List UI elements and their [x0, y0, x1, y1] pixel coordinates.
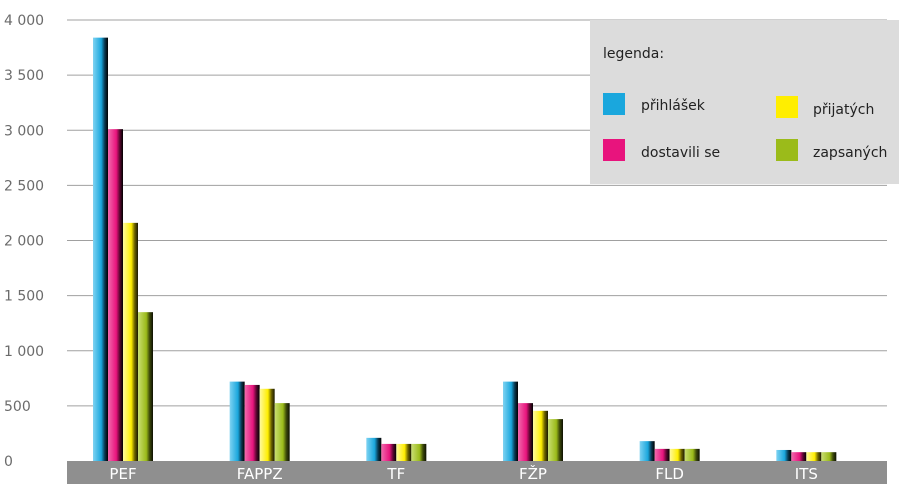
legend-swatch	[603, 139, 625, 161]
bar	[138, 312, 153, 461]
y-tick-label: 4 000	[4, 13, 44, 29]
y-axis-ticks: 0 500 1 000 1 500 2 000 2 500 3 000 3 500 4 000	[4, 13, 44, 470]
x-axis-ticks: PEF FAPPZ TF FŽP FLD ITS	[109, 464, 817, 483]
x-tick-label: FŽP	[519, 464, 547, 483]
bar	[93, 37, 108, 461]
legend: legenda: přihlášek dostavili se přijatých z…	[590, 20, 899, 184]
bar	[791, 452, 807, 461]
legend-title: legenda:	[603, 46, 664, 62]
legend-swatch	[776, 96, 798, 118]
legend-label: dostavili se	[641, 145, 720, 161]
bar	[396, 443, 412, 461]
y-tick-label: 2 000	[4, 234, 44, 250]
bar	[259, 388, 275, 461]
bar	[821, 452, 837, 461]
legend-label: zapsaných	[813, 145, 887, 161]
x-tick-label: ITS	[795, 465, 818, 483]
y-tick-label: 500	[4, 399, 31, 415]
bar	[123, 222, 138, 461]
legend-swatch	[776, 139, 798, 161]
bar	[654, 448, 670, 461]
legend-label: přijatých	[813, 102, 874, 118]
bar	[274, 403, 290, 461]
bars	[93, 37, 837, 461]
legend-background	[590, 20, 899, 184]
x-tick-label: TF	[386, 465, 405, 483]
y-tick-label: 2 500	[4, 178, 44, 194]
bar	[684, 448, 700, 461]
legend-swatch	[603, 93, 625, 115]
bar	[806, 452, 822, 461]
x-tick-label: FAPPZ	[237, 465, 283, 483]
x-tick-label: PEF	[109, 465, 136, 483]
bar	[503, 381, 518, 461]
y-tick-label: 3 500	[4, 68, 44, 84]
y-tick-label: 0	[4, 454, 13, 470]
bar	[533, 410, 548, 461]
legend-label: přihlášek	[641, 98, 706, 114]
bar	[518, 403, 533, 461]
bar	[411, 443, 427, 461]
x-tick-label: FLD	[655, 465, 684, 483]
bar	[366, 437, 382, 461]
x-axis-band	[67, 461, 887, 484]
y-tick-label: 1 000	[4, 344, 44, 360]
bar	[381, 443, 397, 461]
bar	[108, 129, 123, 461]
bar	[548, 419, 563, 461]
bar	[639, 441, 655, 461]
bar	[229, 381, 245, 461]
gridlines	[67, 19, 887, 407]
bar	[244, 384, 260, 461]
y-tick-label: 3 000	[4, 123, 44, 139]
bar	[669, 448, 685, 461]
y-tick-label: 1 500	[4, 289, 44, 305]
bar	[776, 449, 792, 461]
